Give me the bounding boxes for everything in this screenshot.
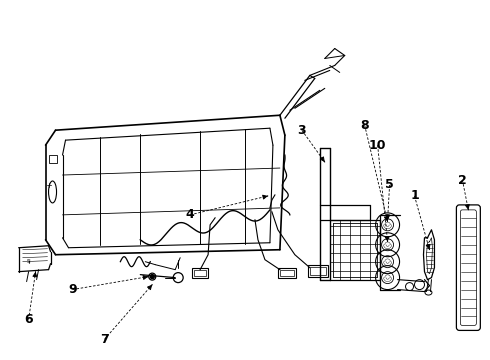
Text: 6: 6 [24,313,33,326]
Bar [310,267,326,275]
Text: 5: 5 [385,179,394,192]
Text: 1: 1 [410,189,419,202]
Text: 4: 4 [186,208,195,221]
Bar [49,155,56,163]
Text: 7: 7 [100,333,109,346]
Text: SJ: SJ [26,259,31,264]
Text: 10: 10 [369,139,387,152]
Text: 2: 2 [458,174,467,186]
Text: 3: 3 [297,124,306,137]
Bar [192,268,208,278]
Bar [278,268,296,278]
Text: 8: 8 [360,119,369,132]
Circle shape [150,275,154,279]
Bar [280,270,294,276]
Text: 9: 9 [68,283,77,296]
Bar [308,265,328,276]
Bar [194,270,206,276]
